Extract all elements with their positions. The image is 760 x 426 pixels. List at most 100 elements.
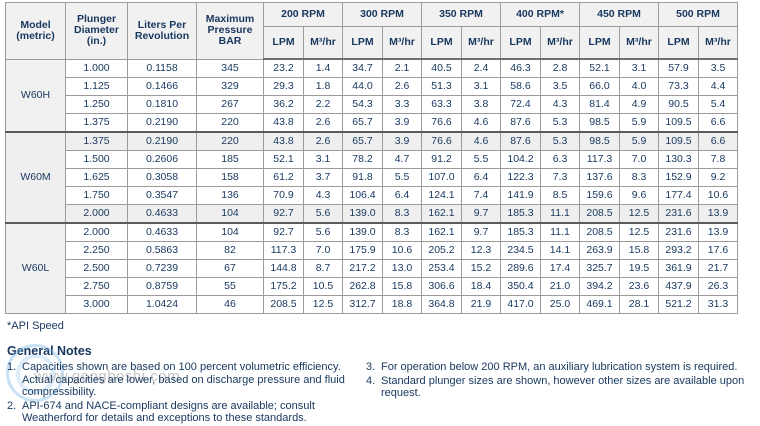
lpm-value-cell: 36.2: [263, 95, 304, 114]
lpm-value-cell: 521.2: [658, 295, 700, 314]
model-cell: W60M: [5, 131, 66, 224]
m3hr-value-cell: 15.2: [461, 259, 501, 278]
m3hr-value-cell: 5.5: [461, 150, 501, 169]
table-row: 2.000 0.4633 104 92.7 5.6 139.0 8.3 162.1 9.7 185…: [6, 204, 739, 224]
m3hr-value-cell: 23.6: [619, 277, 660, 296]
lpm-value-cell: 124.1: [421, 186, 462, 205]
m3hr-subheader-0: M³/hr: [303, 26, 343, 60]
m3hr-value-cell: 1.8: [303, 77, 343, 96]
m3hr-value-cell: 5.4: [698, 95, 739, 114]
lpm-value-cell: 81.4: [579, 95, 621, 114]
lpm-value-cell: 66.0: [579, 77, 621, 96]
plunger-diameter-cell: 1.375: [65, 113, 128, 133]
m3hr-value-cell: 2.4: [461, 58, 501, 78]
liters-per-revolution-cell: 0.2190: [127, 131, 197, 151]
m3hr-value-cell: 26.3: [698, 277, 739, 296]
table-row: 2.500 0.7239 67 144.8 8.7 217.2 13.0 253.4 15.2 2…: [6, 259, 739, 278]
lpm-value-cell: 350.4: [500, 277, 541, 296]
m3hr-value-cell: 2.2: [303, 95, 343, 114]
m3hr-value-cell: 5.6: [303, 222, 343, 242]
lpm-value-cell: 208.5: [263, 295, 304, 314]
lpm-value-cell: 263.9: [579, 241, 621, 260]
general-notes-title: General Notes: [7, 344, 92, 358]
plunger-diameter-cell: 2.250: [65, 241, 128, 260]
lpm-value-cell: 46.3: [500, 58, 541, 78]
lpm-subheader-4: LPM: [579, 26, 621, 60]
m3hr-value-cell: 2.6: [303, 131, 343, 151]
m3hr-value-cell: 5.3: [539, 113, 581, 133]
max-pressure-bar-cell: 158: [196, 168, 264, 187]
m3hr-value-cell: 6.4: [461, 168, 501, 187]
lpm-value-cell: 175.2: [263, 277, 304, 296]
m3hr-value-cell: 1.4: [303, 58, 343, 78]
m3hr-value-cell: 9.7: [461, 222, 501, 242]
plunger-diameter-cell: 1.625: [65, 168, 128, 187]
lpm-value-cell: 139.0: [342, 204, 383, 224]
note-number: 3.: [366, 361, 376, 373]
table-row: 1.500 0.2606 185 52.1 3.1 78.2 4.7 91.2 5.5 104.2…: [6, 150, 739, 169]
plunger-diameter-cell: 2.000: [65, 204, 128, 224]
table-row: 1.750 0.3547 136 70.9 4.3 106.4 6.4 124.1 7.4 141…: [6, 186, 739, 205]
max-pressure-bar-cell: 220: [196, 131, 264, 151]
lpm-value-cell: 91.8: [342, 168, 383, 187]
m3hr-value-cell: 2.1: [382, 58, 422, 78]
m3hr-value-cell: 7.3: [539, 168, 581, 187]
table-row: W60M 1.375 0.2190 220 43.8 2.6 65.7 3.9 76.6 4.6 8…: [5, 131, 739, 224]
m3hr-value-cell: 12.5: [619, 222, 660, 242]
lpm-subheader-2: LPM: [421, 26, 462, 60]
column-header-0: Model (metric): [5, 2, 66, 60]
lpm-value-cell: 91.2: [421, 150, 462, 169]
m3hr-value-cell: 7.4: [461, 186, 501, 205]
lpm-value-cell: 159.6: [579, 186, 621, 205]
lpm-value-cell: 51.3: [421, 77, 462, 96]
m3hr-value-cell: 3.1: [619, 58, 660, 78]
lpm-value-cell: 162.1: [421, 204, 462, 224]
m3hr-value-cell: 4.4: [698, 77, 739, 96]
m3hr-value-cell: 13.0: [382, 259, 422, 278]
lpm-value-cell: 72.4: [500, 95, 541, 114]
notes-column-left: 1. Capacities shown are based on 100 perc…: [7, 361, 359, 426]
max-pressure-bar-cell: 104: [196, 222, 264, 242]
lpm-value-cell: 137.6: [579, 168, 621, 187]
liters-per-revolution-cell: 0.7239: [127, 259, 197, 278]
lpm-value-cell: 141.9: [500, 186, 541, 205]
lpm-value-cell: 92.7: [263, 222, 304, 242]
max-pressure-bar-cell: 67: [196, 259, 264, 278]
liters-per-revolution-cell: 0.3547: [127, 186, 197, 205]
pump-capacity-table: Model (metric) Plunger Diameter (in.) Lite…: [5, 2, 739, 314]
m3hr-value-cell: 3.9: [382, 113, 422, 133]
m3hr-value-cell: 19.5: [619, 259, 660, 278]
lpm-value-cell: 117.3: [263, 241, 304, 260]
lpm-value-cell: 104.2: [500, 150, 541, 169]
liters-per-revolution-cell: 0.2606: [127, 150, 197, 169]
lpm-value-cell: 122.3: [500, 168, 541, 187]
liters-per-revolution-cell: 0.1158: [127, 58, 197, 78]
table-row: W60L 2.000 0.4633 104 92.7 5.6 139.0 8.3 162.1 9.…: [5, 222, 739, 314]
m3hr-value-cell: 11.1: [539, 222, 581, 242]
m3hr-value-cell: 10.6: [382, 241, 422, 260]
note-item: 2. API-674 and NACE-compliant designs are…: [7, 400, 359, 425]
m3hr-value-cell: 31.3: [698, 295, 739, 314]
column-header-3: Maximum Pressure BAR: [196, 2, 264, 60]
m3hr-value-cell: 17.4: [539, 259, 581, 278]
plunger-diameter-cell: 1.375: [65, 131, 128, 151]
rpm-group-header-1: 300 RPM: [342, 2, 422, 27]
m3hr-value-cell: 4.6: [461, 113, 501, 133]
plunger-diameter-cell: 1.500: [65, 150, 128, 169]
m3hr-value-cell: 15.8: [382, 277, 422, 296]
plunger-diameter-cell: 3.000: [65, 295, 128, 314]
m3hr-value-cell: 7.8: [698, 150, 739, 169]
m3hr-value-cell: 28.1: [619, 295, 660, 314]
m3hr-value-cell: 2.8: [539, 58, 581, 78]
m3hr-value-cell: 3.8: [461, 95, 501, 114]
lpm-value-cell: 361.9: [658, 259, 700, 278]
m3hr-value-cell: 13.9: [698, 222, 739, 242]
m3hr-value-cell: 4.3: [303, 186, 343, 205]
plunger-diameter-cell: 2.500: [65, 259, 128, 278]
lpm-value-cell: 325.7: [579, 259, 621, 278]
m3hr-value-cell: 21.0: [539, 277, 581, 296]
table-row: 1.625 0.3058 158 61.2 3.7 91.8 5.5 107.0 6.4 122.…: [6, 168, 739, 187]
m3hr-value-cell: 13.9: [698, 204, 739, 224]
m3hr-value-cell: 17.6: [698, 241, 739, 260]
watermark-logo-icon: [6, 344, 64, 402]
